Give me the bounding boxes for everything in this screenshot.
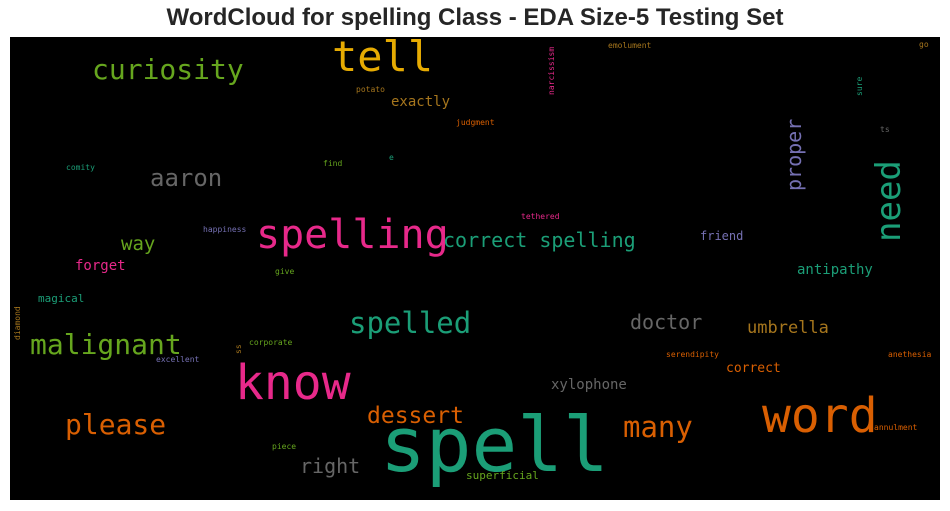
word-excellent: excellent	[156, 355, 200, 364]
word-dessert: dessert	[367, 403, 464, 429]
word-forget: forget	[75, 258, 126, 274]
word-proper: proper	[782, 118, 806, 191]
word-spell: spell	[380, 400, 609, 489]
word-annulment: annulment	[874, 423, 918, 432]
word-happiness: happiness	[203, 225, 247, 234]
word-potato: potato	[356, 85, 385, 94]
word-piece: piece	[272, 442, 297, 451]
word-word: word	[762, 388, 878, 444]
word-corporate: corporate	[249, 338, 293, 347]
word-spelled: spelled	[349, 306, 472, 340]
chart-title: WordCloud for spelling Class - EDA Size-…	[166, 4, 784, 31]
word-many: many	[623, 410, 693, 444]
word-correct-spelling: correct spelling	[443, 228, 636, 252]
word-antipathy: antipathy	[797, 262, 873, 278]
word-know: know	[235, 355, 351, 411]
word-ss: ss	[234, 344, 243, 354]
word-give: give	[275, 267, 295, 276]
word-judgment: judgment	[456, 118, 495, 127]
word-superficial: superficial	[466, 469, 539, 482]
word-malignant: malignant	[30, 328, 182, 361]
word-ts: ts	[880, 125, 890, 134]
word-narcissism: narcissism	[547, 46, 556, 95]
word-right: right	[300, 454, 361, 478]
word-exactly: exactly	[391, 94, 451, 110]
word-correct: correct	[726, 361, 781, 376]
word-aaron: aaron	[150, 164, 223, 192]
word-magical: magical	[38, 292, 85, 305]
word-anethesia: anethesia	[888, 350, 932, 359]
word-sure: sure	[855, 76, 864, 96]
word-diamond: diamond	[13, 306, 22, 340]
word-doctor: doctor	[630, 310, 703, 334]
word-umbrella: umbrella	[747, 318, 829, 338]
wordcloud-canvas: spell know word spelling tell need curio…	[10, 37, 940, 500]
word-way: way	[121, 233, 156, 255]
word-emolument: emolument	[608, 41, 652, 50]
word-tethered: tethered	[521, 212, 560, 221]
word-friend: friend	[700, 229, 744, 243]
word-tell: tell	[332, 37, 434, 81]
word-xylophone: xylophone	[551, 377, 627, 393]
word-please: please	[65, 408, 167, 441]
word-spelling: spelling	[256, 212, 449, 258]
word-comity: comity	[66, 163, 95, 172]
word-find: find	[323, 159, 343, 168]
word-serendipity: serendipity	[666, 350, 719, 359]
word-curiosity: curiosity	[92, 53, 244, 86]
word-go: go	[919, 40, 929, 49]
word-e: e	[389, 153, 394, 162]
word-need: need	[869, 160, 909, 242]
